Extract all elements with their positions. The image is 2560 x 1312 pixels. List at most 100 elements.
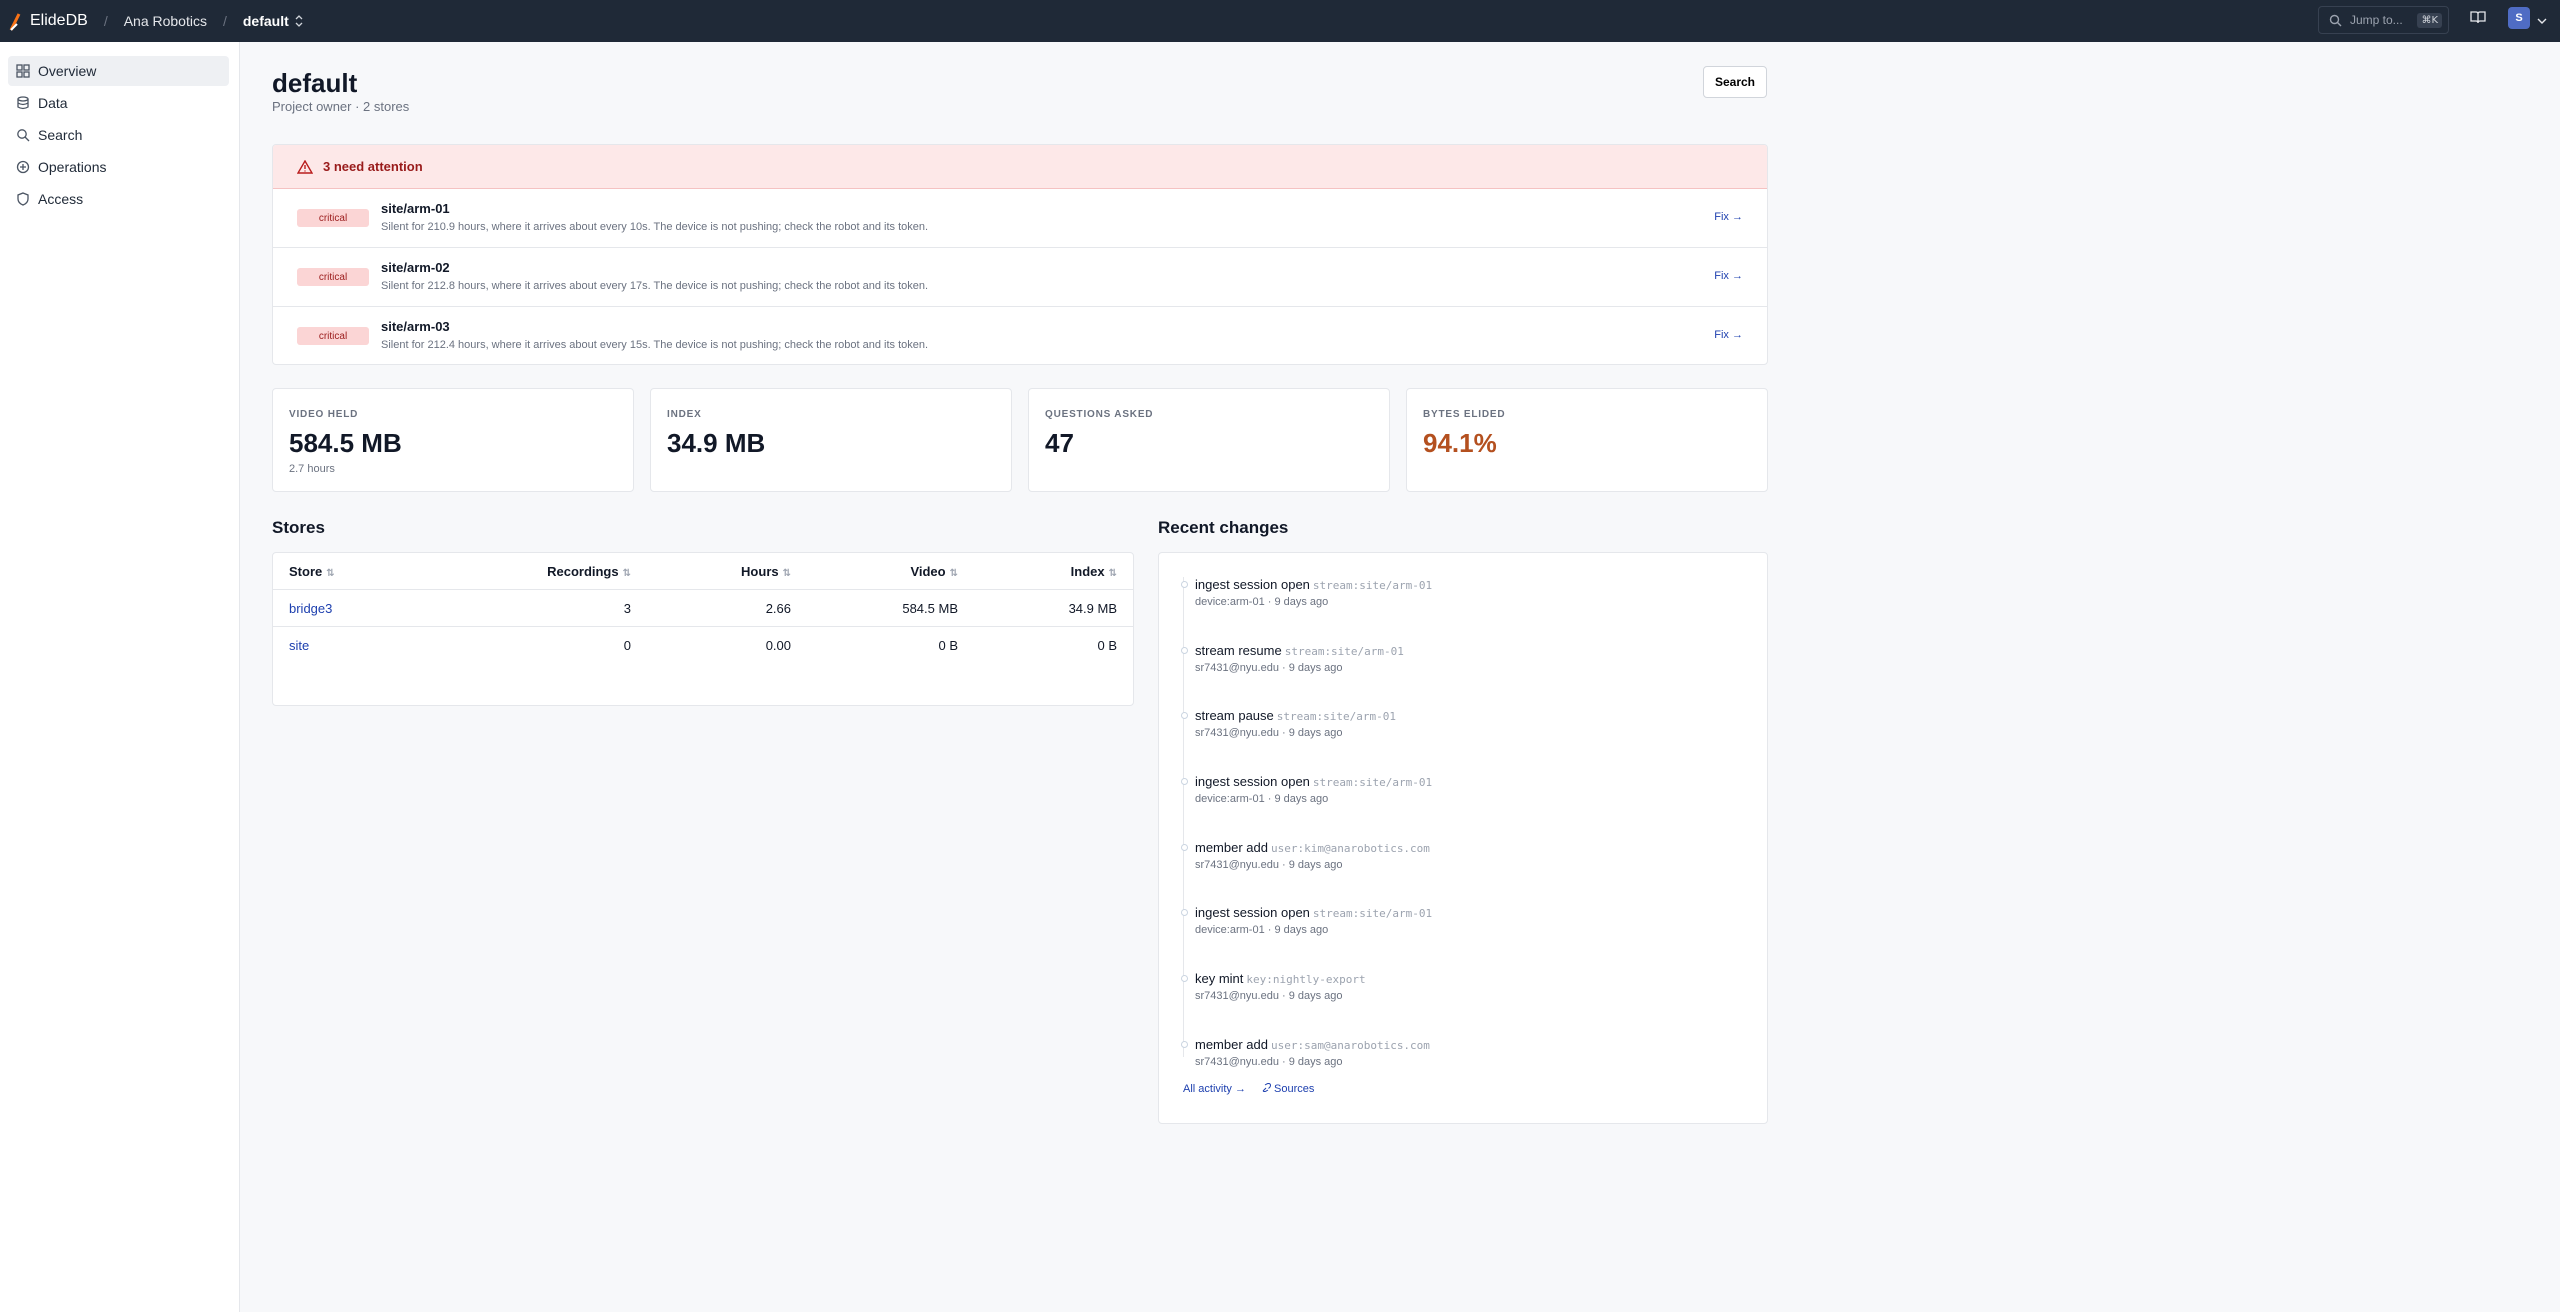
table-header: Store ⇅ Recordings ⇅ Hours ⇅ Video ⇅ Index ⇅ [273, 553, 1133, 590]
severity-badge: critical [297, 268, 369, 286]
list-item: key mint key:nightly-export sr7431@nyu.ed… [1181, 971, 1366, 1002]
sources-link[interactable]: Sources [1262, 1082, 1314, 1095]
fix-link[interactable]: Fix → [1714, 329, 1743, 341]
change-meta: device:arm-01 · 9 days ago [1195, 596, 1329, 608]
search-icon [2329, 14, 2342, 26]
column-header-video[interactable]: Video ⇅ [910, 564, 958, 579]
stat-card-video-held: VIDEO HELD 584.5 MB 2.7 hours [272, 388, 634, 492]
stat-value: 34.9 MB [667, 428, 766, 458]
video-cell: 584.5 MB [902, 601, 958, 616]
attention-description: Silent for 210.9 hours, where it arrives… [381, 221, 929, 233]
search-icon [16, 128, 30, 142]
sort-icon: ⇅ [1108, 568, 1117, 579]
project-switcher[interactable]: default [243, 13, 303, 29]
attention-panel: 3 need attention critical site/arm-01 Si… [272, 144, 1768, 365]
store-link[interactable]: site [289, 638, 310, 653]
sidebar: Overview Data Search Operations Access [0, 42, 240, 1312]
breadcrumb-separator: / [222, 13, 227, 29]
list-item: ingest session open stream:site/arm-01 de… [1181, 905, 1432, 936]
stat-value: 94.1% [1423, 428, 1497, 458]
attention-description: Silent for 212.4 hours, where it arrives… [381, 339, 929, 351]
stat-value: 47 [1045, 428, 1074, 458]
sort-icon: ⇅ [782, 568, 791, 579]
sort-icon: ⇅ [326, 568, 335, 579]
device-name: site/arm-01 [381, 201, 450, 216]
attention-header: 3 need attention [273, 145, 1767, 189]
overview-icon [16, 64, 30, 78]
sidebar-item-label: Data [38, 95, 68, 111]
sidebar-item-label: Search [38, 127, 83, 143]
list-item: ingest session open stream:site/arm-01 de… [1181, 577, 1432, 608]
column-header-recordings[interactable]: Recordings ⇅ [547, 564, 631, 579]
table-row: bridge3 3 2.66 584.5 MB 34.9 MB [273, 590, 1133, 627]
stores-table: Store ⇅ Recordings ⇅ Hours ⇅ Video ⇅ Index ⇅ … [272, 552, 1134, 706]
change-meta: sr7431@nyu.edu · 9 days ago [1195, 1056, 1343, 1068]
chevron-down-icon[interactable] [2537, 12, 2547, 30]
severity-badge: critical [297, 209, 369, 227]
app-name: ElideDB [30, 12, 88, 29]
column-header-hours[interactable]: Hours ⇅ [741, 564, 791, 579]
changes-footer: All activity → Sources [1183, 1082, 1314, 1095]
avatar[interactable]: S [2508, 7, 2530, 29]
timeline-dot [1181, 1041, 1188, 1048]
fix-link[interactable]: Fix → [1714, 270, 1743, 282]
breadcrumb-org[interactable]: Ana Robotics [123, 13, 207, 29]
severity-badge: critical [297, 327, 369, 345]
app-logo[interactable]: ElideDB [8, 10, 88, 32]
list-item: stream pause stream:site/arm-01 sr7431@ny… [1181, 708, 1396, 739]
change-meta: device:arm-01 · 9 days ago [1195, 924, 1329, 936]
sidebar-item-label: Operations [38, 159, 107, 175]
stat-label: INDEX [667, 409, 702, 420]
stat-card-questions-asked: QUESTIONS ASKED 47 [1028, 388, 1390, 492]
device-name: site/arm-02 [381, 260, 450, 275]
change-action: member add [1195, 840, 1268, 855]
timeline-dot [1181, 909, 1188, 916]
timeline-dot [1181, 712, 1188, 719]
list-item: ingest session open stream:site/arm-01 de… [1181, 774, 1433, 805]
sidebar-item-access[interactable]: Access [8, 184, 229, 214]
table-row: site 0 0.00 0 B 0 B [273, 627, 1133, 664]
store-link[interactable]: bridge3 [289, 601, 333, 616]
change-action: ingest session open [1195, 905, 1310, 920]
breadcrumb-separator: / [103, 13, 108, 29]
page-title: default [272, 68, 358, 98]
page-subtitle: Project owner · 2 stores [272, 99, 410, 114]
docs-icon[interactable] [2470, 10, 2486, 29]
sidebar-item-overview[interactable]: Overview [8, 56, 229, 86]
stores-title: Stores [272, 518, 325, 537]
attention-row: critical site/arm-02 Silent for 212.8 ho… [273, 248, 1767, 307]
attention-row: critical site/arm-01 Silent for 210.9 ho… [273, 189, 1767, 248]
fix-link[interactable]: Fix → [1714, 211, 1743, 223]
jump-placeholder: Jump to... [2350, 13, 2403, 27]
column-header-store[interactable]: Store ⇅ [289, 564, 335, 579]
hours-cell: 2.66 [765, 601, 791, 616]
change-action: ingest session open [1195, 774, 1310, 789]
jump-to-input[interactable]: Jump to... ⌘K [2318, 6, 2449, 34]
recordings-cell: 3 [623, 601, 631, 616]
change-action: stream resume [1195, 643, 1282, 658]
recordings-cell: 0 [623, 638, 631, 653]
attention-row: critical site/arm-03 Silent for 212.4 ho… [273, 307, 1767, 364]
change-target: stream:site/arm-01 [1276, 710, 1396, 723]
change-meta: sr7431@nyu.edu · 9 days ago [1195, 662, 1343, 674]
attention-title: 3 need attention [323, 159, 423, 174]
change-target: user:sam@anarobotics.com [1270, 1039, 1430, 1052]
search-button[interactable]: Search [1703, 66, 1767, 98]
change-action: ingest session open [1195, 577, 1310, 592]
chevron-updown-icon [295, 15, 303, 27]
change-action: stream pause [1195, 708, 1274, 723]
sidebar-item-data[interactable]: Data [8, 88, 229, 118]
column-header-index[interactable]: Index ⇅ [1070, 564, 1117, 579]
change-target: stream:site/arm-01 [1284, 645, 1404, 658]
change-meta: sr7431@nyu.edu · 9 days ago [1195, 727, 1343, 739]
warning-icon [297, 159, 313, 174]
sidebar-item-search[interactable]: Search [8, 120, 229, 150]
stat-label: BYTES ELIDED [1423, 409, 1506, 420]
recent-changes-panel: ingest session open stream:site/arm-01 de… [1158, 552, 1768, 1124]
operations-icon [16, 160, 30, 174]
sidebar-item-label: Overview [38, 63, 97, 79]
sidebar-item-operations[interactable]: Operations [8, 152, 229, 182]
all-activity-link[interactable]: All activity → [1183, 1083, 1246, 1095]
change-target: stream:site/arm-01 [1312, 776, 1433, 789]
change-target: key:nightly-export [1246, 973, 1366, 986]
